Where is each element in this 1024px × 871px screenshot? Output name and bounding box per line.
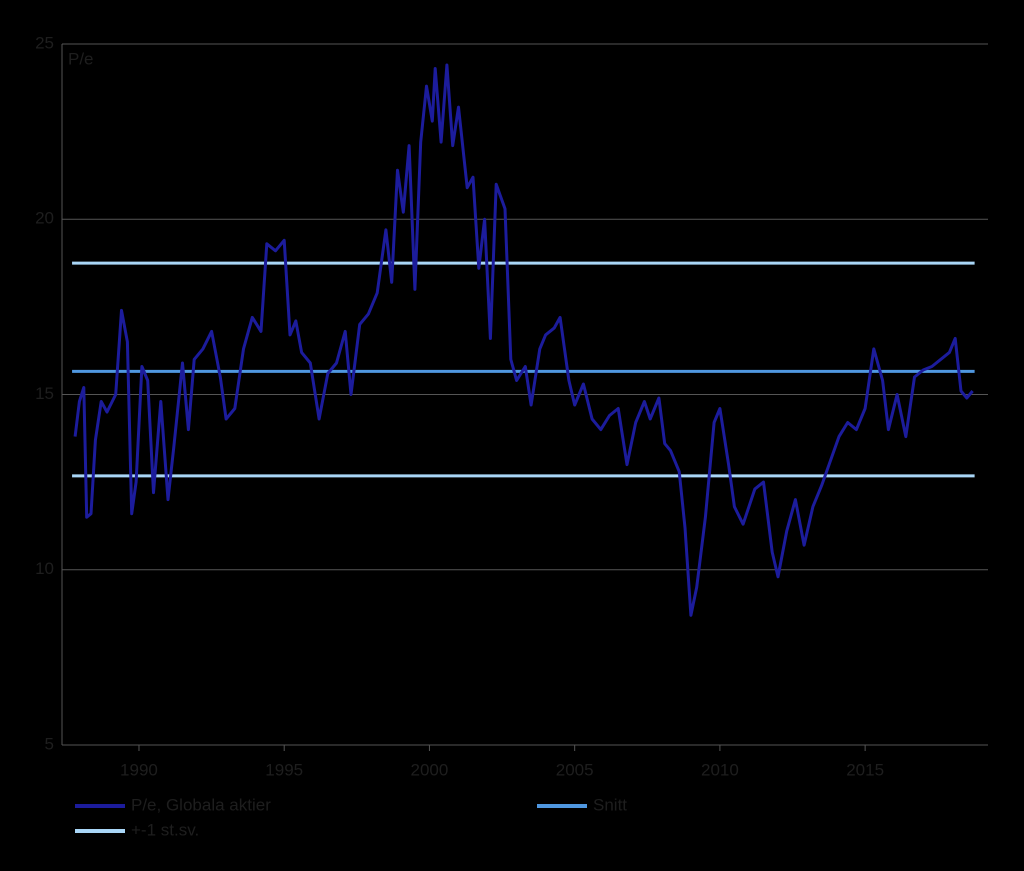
x-tick-label: 2000 <box>411 760 449 779</box>
x-tick-label: 2005 <box>556 760 594 779</box>
y-axis-label: P/e <box>68 49 94 68</box>
x-tick-label: 1990 <box>120 760 158 779</box>
y-tick-label: 5 <box>45 734 54 753</box>
series-line <box>73 63 974 617</box>
x-tick-label: 2010 <box>701 760 739 779</box>
y-tick-label: 20 <box>35 209 54 228</box>
legend-label: P/e, Globala aktier <box>131 795 271 814</box>
x-tick-label: 1995 <box>265 760 303 779</box>
legend-label: +-1 st.sv. <box>131 820 199 839</box>
legend-label: Snitt <box>593 795 627 814</box>
x-tick-label: 2015 <box>846 760 884 779</box>
y-tick-label: 25 <box>35 33 54 52</box>
y-tick-label: 10 <box>35 559 54 578</box>
y-tick-label: 15 <box>35 384 54 403</box>
